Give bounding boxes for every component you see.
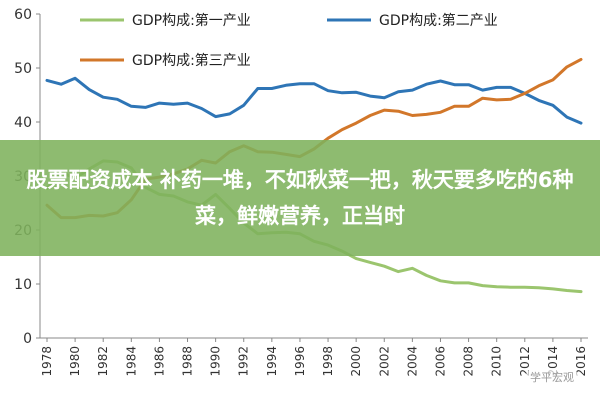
legend-label-1: GDP构成:第一产业	[132, 12, 251, 29]
x-tick-label: 1996	[293, 346, 307, 377]
x-tick-label: 2010	[490, 346, 504, 377]
chart-legend: GDP构成:第一产业 GDP构成:第二产业 GDP构成:第三产业	[80, 12, 498, 69]
y-tick-label: 60	[14, 7, 32, 23]
y-tick-label: 40	[14, 115, 32, 131]
x-tick-label: 1986	[152, 346, 166, 377]
y-tick-label: 50	[14, 61, 32, 77]
x-tick-label: 2002	[377, 346, 391, 377]
x-tick-label: 1998	[321, 346, 335, 377]
y-tick-label: 0	[23, 331, 32, 347]
x-tick-label: 2016	[574, 346, 588, 377]
x-tick-label: 2000	[349, 346, 363, 377]
legend-label-2: GDP构成:第二产业	[379, 12, 498, 29]
x-tick-label: 1980	[68, 346, 82, 377]
x-tick-label: 2008	[462, 346, 476, 377]
x-tick-label: 2004	[405, 346, 419, 377]
x-tick-label: 1994	[265, 346, 279, 377]
x-tick-label: 1988	[181, 346, 195, 377]
x-tick-label: 1982	[96, 346, 110, 377]
headline-banner[interactable]: 股票配资成本 补药一堆，不如秋菜一把，秋天要多吃的6种菜，鲜嫩营养，正当时	[0, 140, 600, 256]
watermark-badge: 学平宏观	[526, 368, 578, 386]
x-tick-label: 1984	[124, 346, 138, 377]
legend-label-3: GDP构成:第三产业	[132, 52, 251, 69]
x-tick-label: 1992	[237, 346, 251, 377]
headline-title[interactable]: 股票配资成本 补药一堆，不如秋菜一把，秋天要多吃的6种菜，鲜嫩营养，正当时	[26, 168, 574, 228]
x-tick-label: 2006	[433, 346, 447, 377]
series-line-2	[45, 76, 583, 125]
x-tick-label: 1990	[209, 346, 223, 377]
x-tick-label: 1978	[40, 346, 54, 377]
y-tick-label: 10	[14, 277, 32, 293]
